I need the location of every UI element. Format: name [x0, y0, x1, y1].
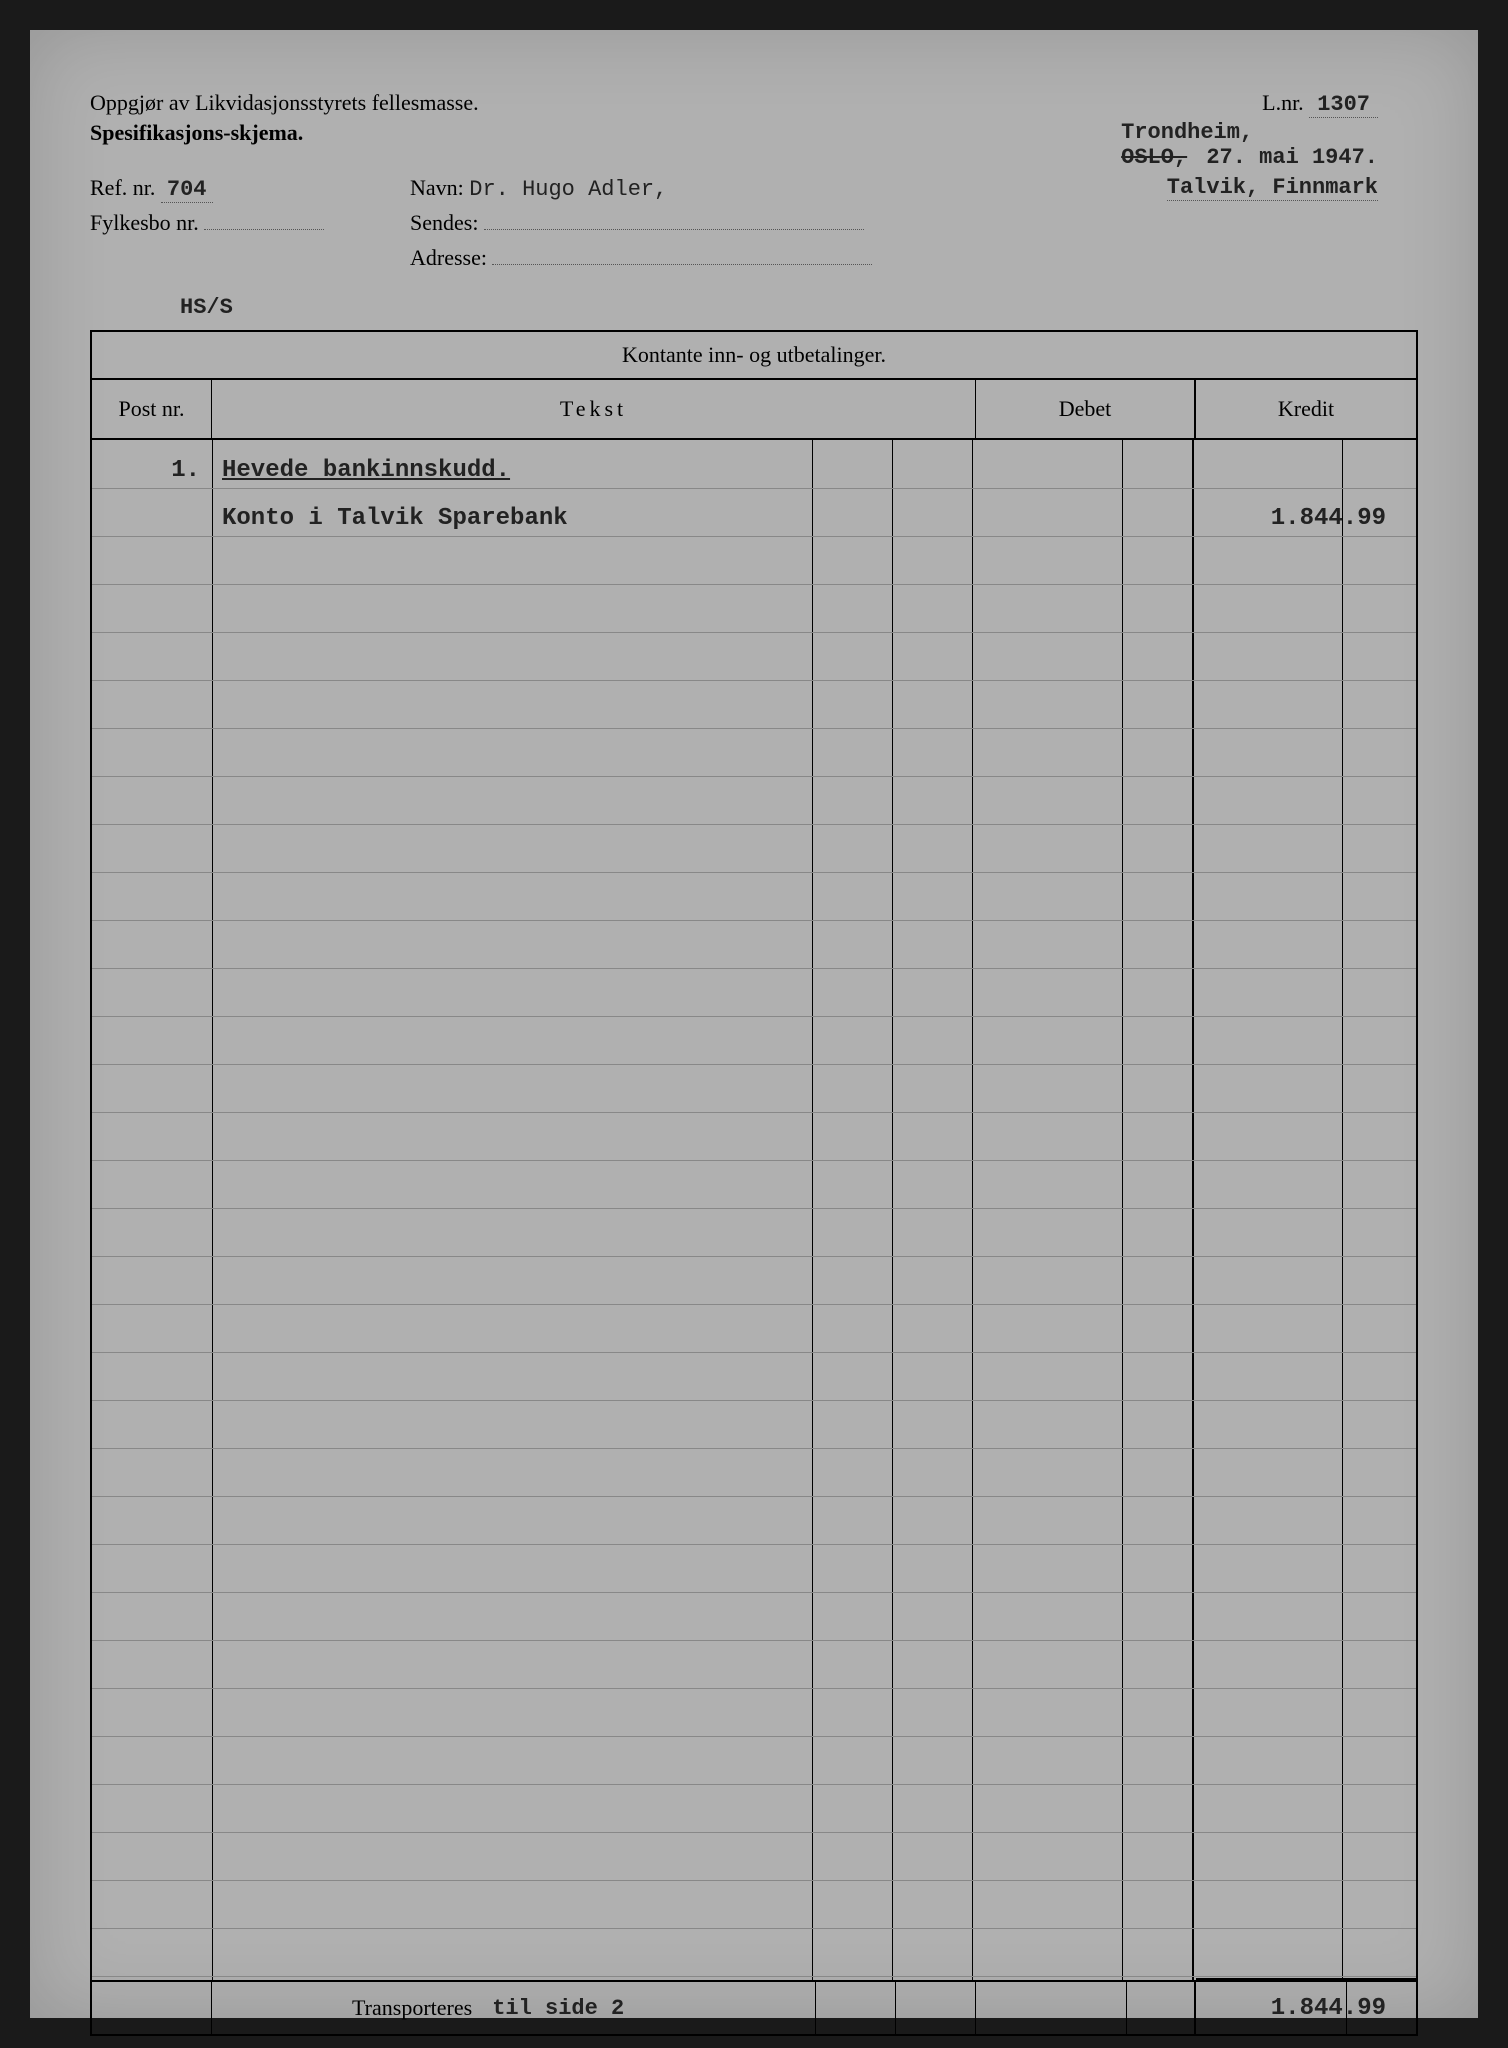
hline [92, 968, 1416, 969]
sendes-field: Sendes: [410, 210, 864, 236]
adresse-line [492, 264, 872, 265]
hline [92, 1112, 1416, 1113]
hline [92, 1208, 1416, 1209]
city-date: Trondheim, OSLO, 27. mai 1947. [1121, 120, 1378, 170]
entry-text: Konto i Talvik Sparebank [212, 505, 816, 532]
hline [92, 824, 1416, 825]
footer-post [92, 1982, 212, 2034]
transport-label: Transporteres [352, 1995, 472, 2021]
table-row: Konto i Talvik Sparebank 1.844.99 [92, 494, 1416, 542]
vline [212, 440, 213, 1980]
hline [92, 1016, 1416, 1017]
til-side: til side 2 [492, 1996, 624, 2021]
lnr-value: 1307 [1309, 92, 1378, 118]
entry-kredit: 1.844.99 [1196, 505, 1416, 532]
navn-label: Navn: [410, 175, 464, 200]
date-value: 27. mai 1947. [1206, 145, 1378, 170]
navn-field: Navn: Dr. Hugo Adler, [410, 175, 849, 202]
ref-value: 704 [161, 177, 213, 203]
ref-label: Ref. nr. [90, 175, 155, 200]
sendes-line [484, 229, 864, 230]
vline [892, 440, 893, 1980]
city-trondheim: Trondheim, [1121, 120, 1378, 145]
hline [92, 728, 1416, 729]
vline [812, 440, 813, 1980]
ledger-body: 1.Hevede bankinnskudd.Konto i Talvik Spa… [92, 440, 1416, 1980]
col-tekst: Tekst [212, 380, 976, 438]
hline [92, 1064, 1416, 1065]
hline [92, 1880, 1416, 1881]
hline [92, 1448, 1416, 1449]
entry-post: 1. [92, 457, 212, 484]
lnr-field: L.nr. 1307 [1262, 90, 1378, 117]
footer-debet [976, 1982, 1196, 2034]
ledger: Kontante inn- og utbetalinger. Post nr. … [90, 330, 1418, 1980]
hline [92, 1592, 1416, 1593]
table-row: 1.Hevede bankinnskudd. [92, 446, 1416, 494]
lnr-label: L.nr. [1262, 90, 1304, 115]
col-debet: Debet [976, 380, 1196, 438]
hline [92, 1352, 1416, 1353]
hline [92, 920, 1416, 921]
vline [1192, 440, 1194, 1980]
hline [92, 1304, 1416, 1305]
location-value: Talvik, Finnmark [1167, 175, 1378, 201]
col-post: Post nr. [92, 380, 212, 438]
header: Oppgjør av Likvidasjonsstyrets fellesmas… [90, 80, 1418, 320]
adresse-label: Adresse: [410, 245, 487, 270]
city-oslo-struck: OSLO, [1121, 145, 1187, 170]
vline [972, 440, 973, 1980]
title-line1: Oppgjør av Likvidasjonsstyrets fellesmas… [90, 90, 479, 116]
hline [92, 1400, 1416, 1401]
hs-mark: HS/S [180, 295, 233, 320]
entry-text: Hevede bankinnskudd. [212, 457, 816, 484]
footer-text: Transporteres til side 2 [212, 1982, 816, 2034]
fylkes-line [204, 229, 324, 230]
hline [92, 776, 1416, 777]
navn-value: Dr. Hugo Adler, [469, 177, 849, 202]
hline [92, 1736, 1416, 1737]
column-headers: Post nr. Tekst Debet Kredit [92, 380, 1416, 440]
hline [92, 1784, 1416, 1785]
footer-sub1 [816, 1982, 896, 2034]
hline [92, 1688, 1416, 1689]
title-line2: Spesifikasjons-skjema. [90, 120, 479, 146]
hline [92, 1160, 1416, 1161]
vline [1342, 440, 1343, 1980]
hline [92, 1256, 1416, 1257]
fylkes-label: Fylkesbo nr. [90, 210, 199, 235]
vline [1122, 440, 1123, 1980]
hline [92, 1544, 1416, 1545]
hline [92, 584, 1416, 585]
fylkes-field: Fylkesbo nr. [90, 210, 324, 236]
ledger-title: Kontante inn- og utbetalinger. [92, 332, 1416, 380]
hline [92, 872, 1416, 873]
hline [92, 1496, 1416, 1497]
hline [92, 1640, 1416, 1641]
hline [92, 632, 1416, 633]
footer-kredit: 1.844.99 [1196, 1982, 1416, 2034]
document-page: Oppgjør av Likvidasjonsstyrets fellesmas… [30, 30, 1478, 2018]
hline [92, 680, 1416, 681]
col-kredit: Kredit [1196, 380, 1416, 438]
footer-row: Transporteres til side 2 1.844.99 [90, 1980, 1418, 2036]
hline [92, 1832, 1416, 1833]
footer-sub2 [896, 1982, 976, 2034]
hline [92, 1928, 1416, 1929]
adresse-field: Adresse: [410, 245, 872, 271]
sendes-label: Sendes: [410, 210, 478, 235]
header-titles: Oppgjør av Likvidasjonsstyrets fellesmas… [90, 90, 479, 146]
hline [92, 1976, 1416, 1977]
